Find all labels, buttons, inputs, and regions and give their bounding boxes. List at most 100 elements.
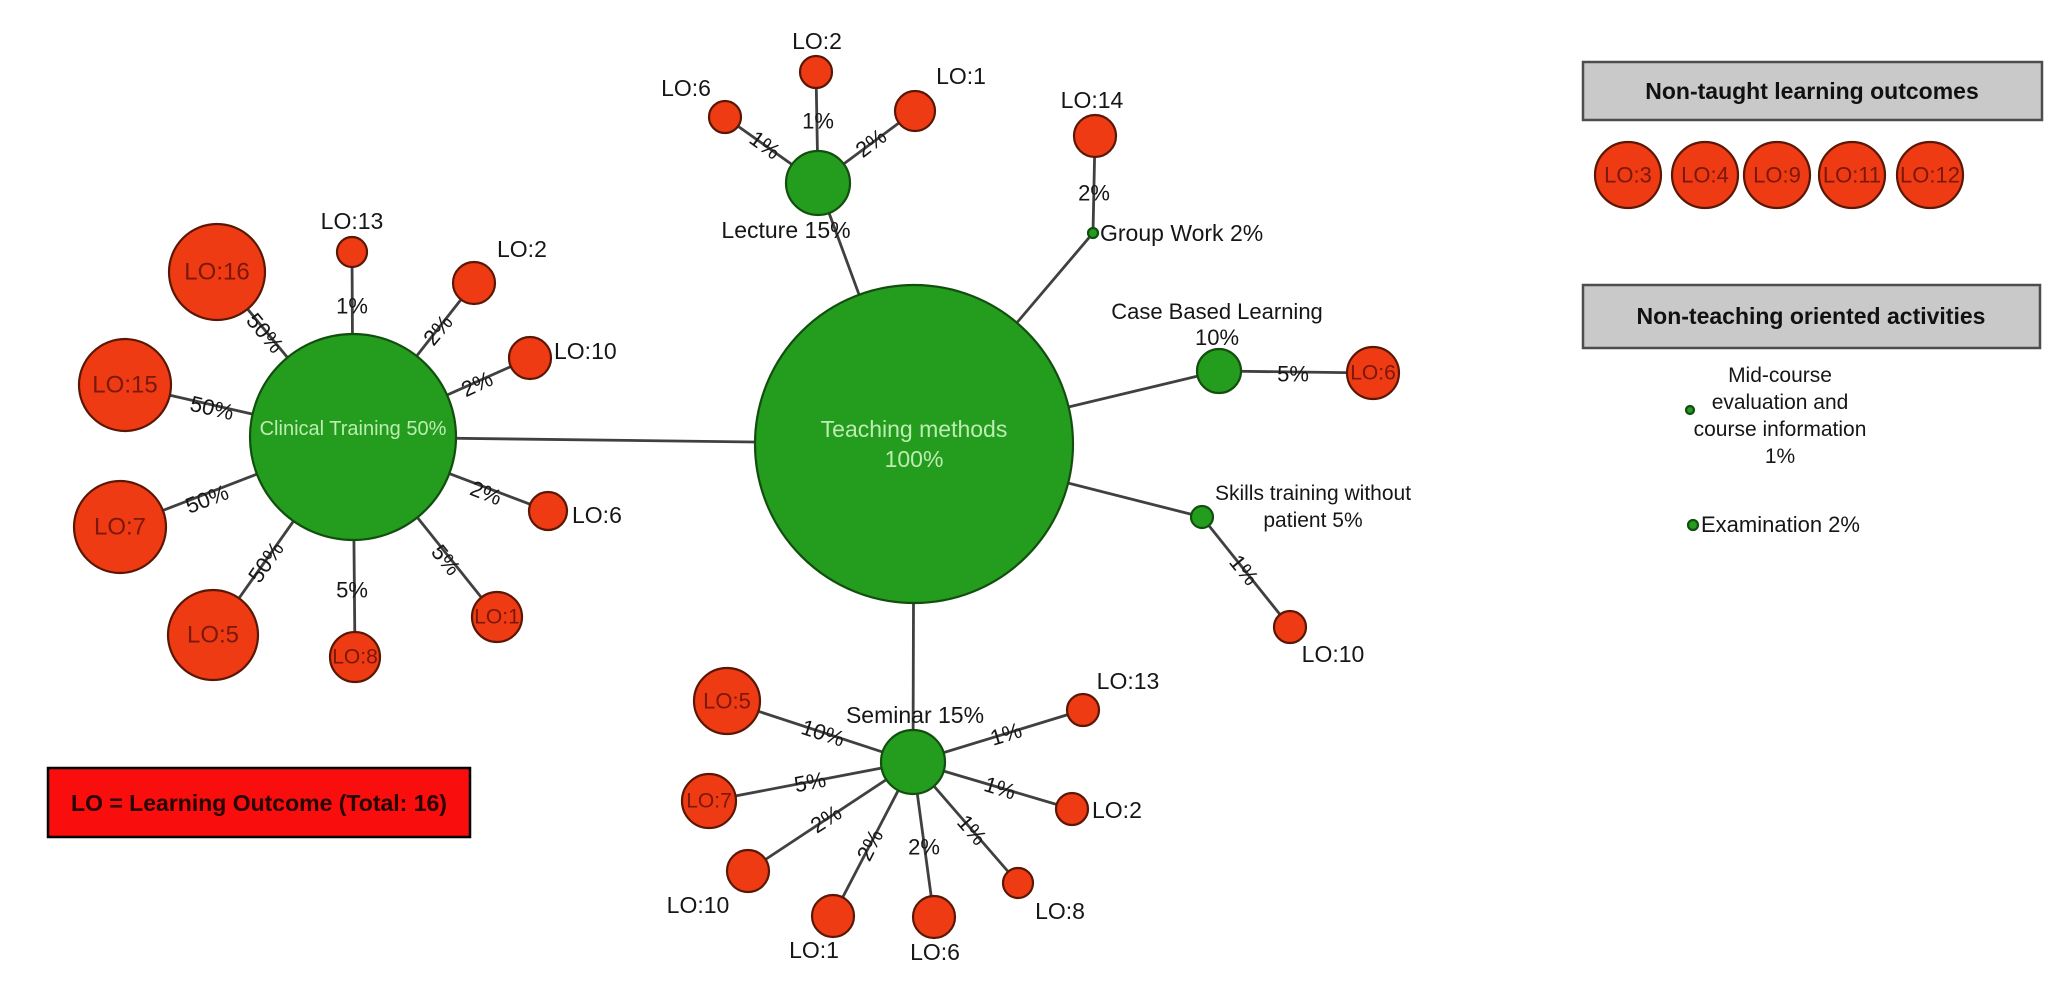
node-nt-lo11 — [1817, 140, 1887, 210]
label-skills-training: Skills training without — [1215, 482, 1411, 505]
label-ct-lo6: LO:6 — [572, 502, 622, 528]
label-midcourse-evaluation: Mid-course — [1728, 364, 1832, 387]
graph-layer: Teaching methods 100% Clinical Training 50… — [72, 28, 1965, 965]
node-skills-training — [1189, 504, 1215, 530]
label-st-lo10: LO:10 — [1302, 641, 1365, 667]
label-sem-lo10: LO:10 — [667, 892, 730, 918]
label-ct-lo16: LO:16 — [184, 259, 249, 286]
label-case-based-learning: Case Based Learning — [1111, 299, 1323, 324]
edge-label-seminar-sem-lo2: 1% — [981, 771, 1019, 804]
edge-label-clinical-training-ct-lo2: 2% — [418, 310, 458, 350]
node-group-work — [1086, 226, 1100, 240]
node-clinical-training — [248, 332, 458, 542]
edge-label-seminar-sem-lo7: 5% — [792, 767, 828, 798]
label-clinical-training: Clinical Training 50% — [260, 418, 447, 440]
label-group-work: Group Work 2% — [1100, 220, 1263, 246]
edge-label-case-based-learning-cbl-lo6: 5% — [1277, 362, 1309, 387]
label-ct-lo15: LO:15 — [92, 372, 157, 399]
edge-label-clinical-training-ct-lo5: 50% — [243, 537, 289, 587]
node-ct-lo13 — [335, 235, 369, 269]
node-nt-lo9 — [1742, 140, 1812, 210]
edge-label-lecture-lec-lo1: 2% — [851, 123, 891, 162]
node-ct-lo1 — [470, 590, 524, 644]
label-skills-training: patient 5% — [1263, 509, 1362, 532]
node-st-lo10 — [1272, 609, 1308, 645]
edge-label-clinical-training-ct-lo1: 5% — [426, 540, 465, 580]
edge-label-seminar-sem-lo10: 2% — [806, 800, 846, 838]
node-sem-lo13 — [1065, 692, 1101, 728]
label-seminar: Seminar 15% — [846, 702, 984, 728]
edge-label-seminar-sem-lo6: 2% — [908, 835, 940, 860]
node-sem-lo1 — [810, 893, 856, 939]
edge-label-clinical-training-ct-lo7: 50% — [182, 479, 232, 518]
label-ct-lo13: LO:13 — [321, 208, 384, 234]
node-gw-lo14 — [1072, 113, 1118, 159]
node-seminar — [879, 728, 947, 796]
legend-non-teaching-box — [1581, 283, 2042, 350]
label-ct-lo5: LO:5 — [187, 622, 239, 649]
node-nt-lo4 — [1670, 140, 1740, 210]
label-sem-lo5: LO:5 — [703, 689, 751, 714]
node-nt-lo12 — [1895, 140, 1965, 210]
label-ct-lo10: LO:10 — [554, 338, 617, 364]
edge-label-seminar-sem-lo5: 10% — [798, 714, 848, 751]
node-case-based-learning — [1195, 347, 1243, 395]
node-sem-lo10 — [725, 848, 771, 894]
edge-skills-training-st-lo10 — [1200, 516, 1292, 628]
node-sem-lo6 — [911, 894, 957, 940]
note-box-rect — [46, 766, 472, 839]
node-nt-lo3 — [1593, 140, 1663, 210]
label-midcourse-evaluation: evaluation and — [1712, 391, 1849, 414]
label-nt-lo9: LO:9 — [1753, 163, 1801, 188]
label-midcourse-evaluation: course information — [1694, 418, 1867, 441]
label-sem-lo1: LO:1 — [789, 937, 839, 963]
note-box-text: LO = Learning Outcome (Total: 16) — [71, 790, 447, 816]
edge-label-clinical-training-ct-lo10: 2% — [457, 366, 496, 402]
edge-seminar-sem-lo7 — [708, 760, 914, 803]
label-nt-lo4: LO:4 — [1681, 163, 1729, 188]
legend-non-taught: Non-taught learning outcomes — [1581, 60, 2044, 122]
label-nt-lo3: LO:3 — [1604, 163, 1652, 188]
legend-non-taught-box — [1581, 60, 2044, 122]
node-sem-lo2 — [1054, 791, 1090, 827]
node-lec-lo1 — [893, 89, 937, 133]
label-ct-lo7: LO:7 — [94, 514, 146, 541]
node-ct-lo15 — [77, 337, 173, 433]
node-lec-lo2 — [798, 54, 834, 90]
label-gw-lo14: LO:14 — [1061, 87, 1124, 113]
edge-label-clinical-training-ct-lo15: 50% — [188, 391, 237, 425]
node-sem-lo5 — [692, 666, 762, 736]
label-lec-lo1: LO:1 — [936, 63, 986, 89]
edge-label-skills-training-st-lo10: 1% — [1224, 550, 1263, 590]
label-nt-lo12: LO:12 — [1900, 163, 1960, 188]
label-examination: Examination 2% — [1701, 512, 1860, 537]
node-ct-lo2 — [451, 260, 497, 306]
node-sem-lo8 — [1001, 866, 1035, 900]
note-box: LO = Learning Outcome (Total: 16) — [46, 766, 472, 839]
label-sem-lo13: LO:13 — [1097, 668, 1160, 694]
node-sem-lo7 — [680, 772, 738, 830]
edge-label-lecture-lec-lo2: 1% — [802, 109, 834, 134]
edge-label-clinical-training-ct-lo8: 5% — [336, 578, 368, 603]
edge-label-seminar-sem-lo13: 1% — [987, 717, 1025, 750]
label-sem-lo6: LO:6 — [910, 939, 960, 965]
label-ct-lo2: LO:2 — [497, 236, 547, 262]
node-cbl-lo6 — [1345, 345, 1401, 401]
legend-non-teaching-title: Non-teaching oriented activities — [1637, 303, 1986, 329]
label-midcourse-evaluation: 1% — [1765, 445, 1795, 468]
node-teaching-methods — [753, 283, 1075, 605]
label-lecture: Lecture 15% — [721, 217, 850, 243]
label-ct-lo1: LO:1 — [474, 606, 520, 629]
node-ct-lo10 — [507, 335, 553, 381]
legend-non-taught-title: Non-taught learning outcomes — [1645, 78, 1979, 104]
legend-non-teaching: Non-teaching oriented activities — [1581, 283, 2042, 350]
label-sem-lo7: LO:7 — [686, 790, 732, 813]
label-lec-lo2: LO:2 — [792, 28, 842, 54]
node-ct-lo5 — [166, 588, 260, 682]
label-ct-lo8: LO:8 — [332, 646, 378, 669]
node-ct-lo8 — [328, 630, 382, 684]
edge-label-clinical-training-ct-lo13: 1% — [336, 294, 368, 319]
label-sem-lo8: LO:8 — [1035, 898, 1085, 924]
